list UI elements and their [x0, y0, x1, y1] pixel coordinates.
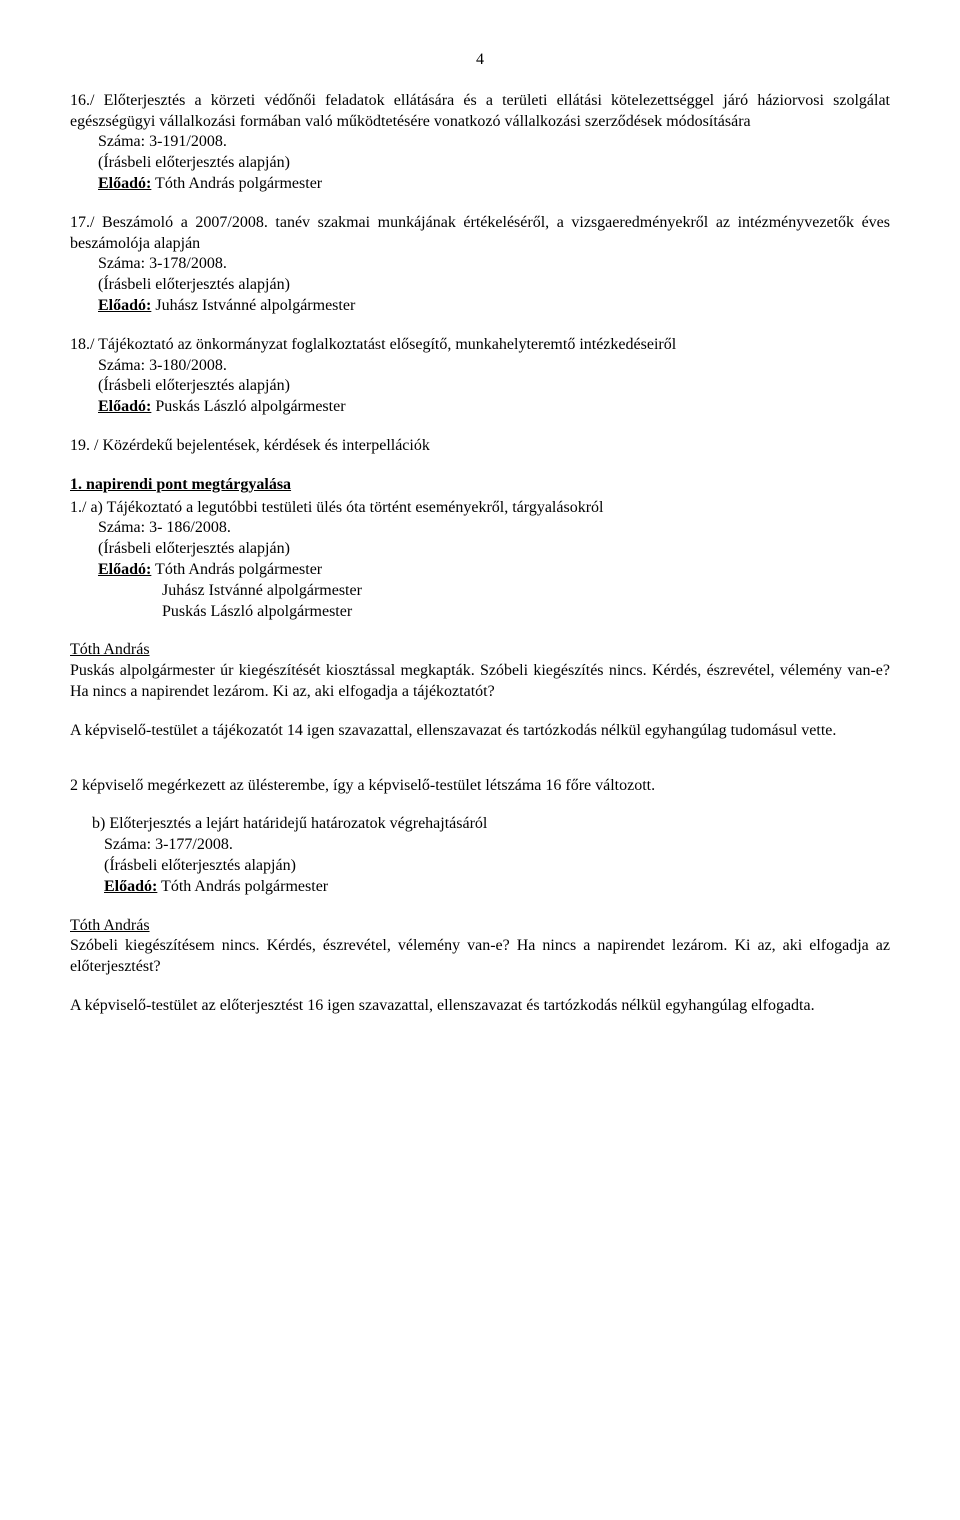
item-note: (Írásbeli előterjesztés alapján): [92, 856, 890, 877]
presenter-name: Tóth András polgármester: [151, 175, 322, 192]
item-lead: 18./ Tájékoztató az önkormányzat foglalk…: [70, 335, 890, 356]
speaker-name: Tóth András: [70, 640, 890, 661]
paragraph: A képviselő-testület a tájékozatót 14 ig…: [70, 721, 890, 742]
item-szama: Száma: 3-191/2008.: [70, 132, 890, 153]
presenter-label: Előadó:: [98, 561, 151, 578]
item-note: (Írásbeli előterjesztés alapján): [70, 275, 890, 296]
agenda-item-1a: 1./ a) Tájékoztató a legutóbbi testületi…: [70, 498, 890, 623]
agenda-item-19: 19. / Közérdekű bejelentések, kérdések é…: [70, 436, 890, 457]
presenter-name: Tóth András polgármester: [151, 561, 322, 578]
item-lead: 16./ Előterjesztés a körzeti védőnői fel…: [70, 91, 890, 133]
item-szama: Száma: 3-178/2008.: [70, 254, 890, 275]
agenda-item-16: 16./ Előterjesztés a körzeti védőnői fel…: [70, 91, 890, 195]
presenter-label: Előadó:: [98, 398, 151, 415]
item-lead: 17./ Beszámoló a 2007/2008. tanév szakma…: [70, 213, 890, 255]
spacer: [70, 760, 890, 776]
item-szama: Száma: 3-177/2008.: [92, 835, 890, 856]
item-note: (Írásbeli előterjesztés alapján): [70, 539, 890, 560]
presenter-name: Tóth András polgármester: [157, 878, 328, 895]
paragraph: A képviselő-testület az előterjesztést 1…: [70, 996, 890, 1017]
presenter-label: Előadó:: [98, 297, 151, 314]
section-heading-1: 1. napirendi pont megtárgyalása: [70, 475, 890, 496]
item-presenter: Előadó: Tóth András polgármester: [70, 174, 890, 195]
presenter-extra-1: Juhász Istvánné alpolgármester: [70, 581, 890, 602]
item-lead: 19. / Közérdekű bejelentések, kérdések é…: [70, 436, 890, 457]
presenter-name: Juhász Istvánné alpolgármester: [151, 297, 355, 314]
item-note: (Írásbeli előterjesztés alapján): [70, 376, 890, 397]
item-note: (Írásbeli előterjesztés alapján): [70, 153, 890, 174]
item-presenter: Előadó: Juhász Istvánné alpolgármester: [70, 296, 890, 317]
item-presenter: Előadó: Tóth András polgármester: [70, 560, 890, 581]
presenter-extra-2: Puskás László alpolgármester: [70, 602, 890, 623]
presenter-label: Előadó:: [98, 175, 151, 192]
paragraph: Puskás alpolgármester úr kiegészítését k…: [70, 661, 890, 703]
presenter-label: Előadó:: [104, 878, 157, 895]
agenda-item-18: 18./ Tájékoztató az önkormányzat foglalk…: [70, 335, 890, 418]
agenda-item-17: 17./ Beszámoló a 2007/2008. tanév szakma…: [70, 213, 890, 317]
item-lead: 1./ a) Tájékoztató a legutóbbi testületi…: [70, 498, 890, 519]
item-lead: b) Előterjesztés a lejárt határidejű hat…: [92, 814, 890, 835]
paragraph: 2 képviselő megérkezett az ülésterembe, …: [70, 776, 890, 797]
page-number: 4: [70, 50, 890, 71]
item-presenter: Előadó: Tóth András polgármester: [92, 877, 890, 898]
presenter-name: Puskás László alpolgármester: [151, 398, 345, 415]
speaker-name: Tóth András: [70, 916, 890, 937]
item-szama: Száma: 3-180/2008.: [70, 356, 890, 377]
agenda-item-1b: b) Előterjesztés a lejárt határidejű hat…: [70, 814, 890, 897]
item-presenter: Előadó: Puskás László alpolgármester: [70, 397, 890, 418]
paragraph: Szóbeli kiegészítésem nincs. Kérdés, ész…: [70, 936, 890, 978]
item-szama: Száma: 3- 186/2008.: [70, 518, 890, 539]
